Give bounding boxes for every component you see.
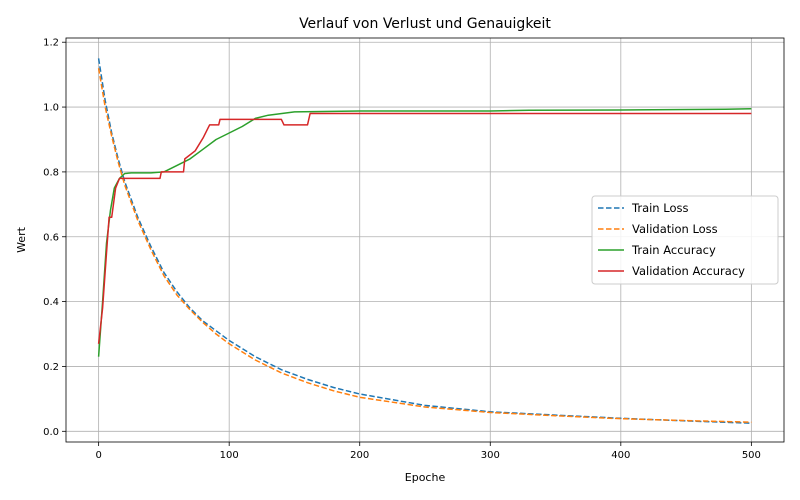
y-tick-label: 0.4 (43, 297, 59, 308)
x-axis-label: Epoche (405, 471, 446, 484)
chart-title: Verlauf von Verlust und Genauigkeit (299, 16, 551, 32)
y-tick-label: 1.0 (43, 103, 59, 114)
series-layer (97, 58, 752, 424)
y-tick-label: 1.2 (43, 38, 59, 49)
legend: Train Loss Validation Loss Train Accuracy V… (591, 195, 779, 285)
y-tick-label: 0.8 (43, 167, 59, 178)
legend-label: Train Accuracy (631, 243, 716, 257)
x-tick-label: 500 (742, 450, 761, 461)
legend-label: Validation Accuracy (632, 264, 745, 278)
x-tick-label: 200 (350, 450, 369, 461)
x-tick-label: 100 (220, 450, 239, 461)
series-line-validation-accuracy (97, 112, 752, 344)
y-axis-label: Wert (15, 226, 28, 253)
legend-label: Validation Loss (632, 222, 718, 236)
series-line-train-accuracy (97, 107, 752, 357)
y-tick-label: 0.2 (43, 362, 59, 373)
ticks-layer: 0 100 200 300 400 500 0.0 0.2 0.4 0.6 0.8 1.0 1.2 (43, 38, 761, 461)
x-tick-label: 300 (481, 450, 500, 461)
x-tick-label: 400 (611, 450, 630, 461)
y-tick-label: 0.0 (43, 427, 59, 438)
plot-frame (65, 37, 785, 443)
legend-label: Train Loss (631, 201, 688, 215)
legend-box (591, 195, 779, 285)
x-tick-label: 0 (95, 450, 101, 461)
series-line-validation-loss (97, 68, 752, 423)
y-tick-label: 0.6 (43, 232, 59, 243)
